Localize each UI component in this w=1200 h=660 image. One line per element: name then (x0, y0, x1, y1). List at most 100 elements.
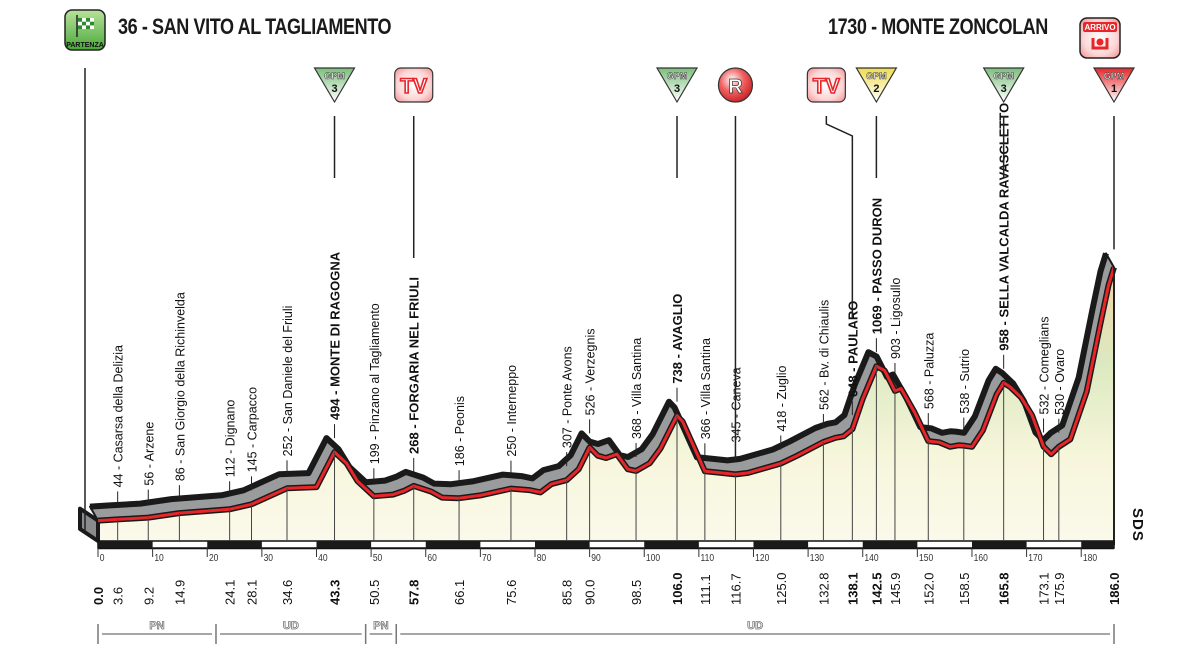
gpm-cat-2-marker[interactable]: GPM 2 (855, 67, 898, 178)
finish-title: 1730 - MONTE ZONCOLAN (828, 14, 1048, 39)
km-tick-label: 100 (646, 552, 660, 563)
km-value: 152.0 (921, 572, 936, 605)
waypoint[interactable]: 562 - Bv. di Chiaulis 132.8 (816, 300, 831, 605)
km-value: 98.5 (629, 580, 644, 605)
waypoint[interactable]: 145 - Carpacco 28.1 (244, 387, 259, 605)
waypoint[interactable]: 345 - Caneva 116.7 (728, 367, 743, 605)
waypoint-label: 538 - Sutrio (958, 349, 972, 414)
gpm-cat-3-marker[interactable]: GPM 3 (313, 67, 356, 178)
ruler-segment (753, 541, 809, 548)
gpm-label: GPM (324, 71, 345, 81)
waypoint-label: 532 - Comeglians (1038, 316, 1052, 414)
watermark-sds: SDS (1129, 508, 1146, 542)
waypoint[interactable]: 532 - Comeglians 173.1 (1037, 316, 1052, 605)
waypoint-label: 250 - Interneppo (505, 365, 519, 457)
waypoint-label: 186 - Peonis (453, 396, 467, 466)
waypoint[interactable]: 648 - PAULARO 138.1 (845, 301, 860, 605)
waypoint[interactable]: 418 - Zuglio 125.0 (774, 365, 789, 605)
waypoint[interactable]: 530 - Ovaro 175.9 (1052, 349, 1067, 605)
tv-marker[interactable]: TV (394, 67, 434, 258)
waypoint[interactable]: 250 - Interneppo 75.6 (504, 365, 519, 605)
waypoint-label: 1069 - PASSO DURON (869, 198, 884, 334)
gpm-cat-3-marker[interactable]: GPM 3 (655, 67, 699, 178)
waypoint[interactable]: 368 - Villa Santina 98.5 (629, 338, 644, 605)
waypoint[interactable]: 56 - Arzene 9.2 (141, 422, 156, 605)
province-label: UD (747, 620, 763, 632)
ruler-segment (207, 541, 262, 548)
km-tick-label: 120 (755, 552, 769, 563)
ruler-segment (862, 541, 918, 548)
province-label: PN (149, 620, 164, 632)
waypoint[interactable]: 252 - San Daniele del Friuli 34.6 (280, 306, 295, 605)
gpm-label: GPM (866, 71, 887, 81)
waypoint[interactable]: 268 - FORGARIA NEL FRIULI 57.8 (407, 277, 422, 605)
waypoint[interactable]: 199 - Pinzano al Tagliamento 50.5 (367, 303, 382, 605)
km-value: 132.8 (816, 572, 831, 605)
waypoint[interactable]: 1069 - PASSO DURON 142.5 (869, 198, 884, 605)
waypoint[interactable]: 568 - Paluzza 152.0 (921, 333, 936, 605)
gpm-triangle-icon (855, 67, 898, 104)
waypoint[interactable]: 903 - Ligosullo 145.9 (888, 278, 903, 605)
province-label: UD (283, 620, 299, 632)
waypoint-label: 145 - Carpacco (245, 387, 259, 473)
km-value: 85.8 (560, 580, 575, 605)
arrivo-head-icon (1096, 38, 1104, 46)
waypoint-label: 494 - MONTE DI RAGOGNA (328, 251, 343, 420)
waypoint[interactable]: 526 - Verzegnis 90.0 (583, 329, 598, 605)
gpm-cat-1-marker[interactable]: GPM 1 (1092, 67, 1136, 250)
start-partenza-badge[interactable]: PARTENZA (64, 9, 106, 51)
km-tick-label: 140 (864, 552, 878, 563)
waypoint[interactable]: 307 - Ponte Avons 85.8 (560, 346, 575, 605)
km-tick-label: 60 (427, 552, 436, 563)
waypoint-label: 903 - Ligosullo (889, 278, 903, 359)
refuel-r-icon (717, 67, 754, 103)
arrivo-arms-icon (1091, 38, 1109, 50)
ruler-segment (971, 541, 1027, 548)
km-value: 111.1 (698, 574, 713, 605)
waypoint[interactable]: 494 - MONTE DI RAGOGNA 43.3 (328, 251, 343, 605)
finish-arrivo-badge[interactable]: ARRIVO (1079, 17, 1121, 59)
waypoint[interactable]: 0.0 (91, 587, 106, 605)
waypoint[interactable]: 958 - SELLA VALCALDA RAVASCLETTO 165.8 (997, 103, 1012, 605)
km-value: 50.5 (367, 580, 382, 605)
waypoint[interactable]: 186.0 (1107, 572, 1122, 605)
waypoint[interactable]: 44 - Casarsa della Delizia 3.6 (111, 345, 126, 605)
waypoint[interactable]: 86 - San Giorgio della Richinvelda 14.9 (172, 292, 187, 605)
gpm-category: 1 (1111, 83, 1117, 95)
km-tick-label: 70 (482, 552, 491, 563)
waypoint[interactable]: 186 - Peonis 66.1 (452, 396, 467, 605)
markers: GPM 3 TV GPM 3 R TV GPM 2 GPM 3 GPM 1 (313, 67, 1136, 460)
waypoint-label: 368 - Villa Santina (630, 338, 644, 439)
gpm-cat-3-marker[interactable]: GPM 3 (982, 67, 1025, 178)
waypoint-label: 648 - PAULARO (845, 301, 860, 398)
waypoint[interactable]: 738 - AVAGLIO 106.0 (670, 294, 685, 605)
gpm-label: GPM (993, 71, 1014, 81)
waypoint[interactable]: 112 - Dignano 24.1 (223, 400, 238, 605)
gpm-triangle-icon (982, 67, 1025, 104)
waypoint[interactable]: 538 - Sutrio 158.5 (957, 349, 972, 605)
gpm-category: 2 (873, 83, 879, 95)
km-tick-label: 180 (1083, 552, 1097, 563)
km-value: 43.3 (328, 580, 343, 605)
arrivo-label: ARRIVO (1084, 23, 1115, 32)
km-value: 28.1 (244, 580, 259, 605)
waypoint[interactable]: 366 - Villa Santina 111.1 (698, 338, 713, 605)
gpm-triangle-icon (1092, 67, 1136, 104)
gpm-label: GPM (667, 71, 688, 81)
km-value: 24.1 (223, 580, 238, 605)
waypoint-label: 252 - San Daniele del Friuli (281, 306, 295, 457)
waypoints: 0.0 44 - Casarsa della Delizia 3.6 56 - Arz… (91, 103, 1122, 605)
tv-marker[interactable]: TV (806, 67, 854, 318)
km-value: 173.1 (1037, 572, 1052, 605)
flag-square (78, 25, 82, 30)
waypoint-label: 86 - San Giorgio della Richinvelda (173, 292, 187, 481)
km-value: 14.9 (172, 580, 187, 605)
km-tick-label: 40 (318, 552, 327, 563)
waypoint-label: 526 - Verzegnis (584, 329, 598, 416)
gpm-category: 3 (674, 83, 680, 95)
refuel-marker[interactable]: R (717, 67, 754, 460)
gpm-category: 3 (1001, 83, 1007, 95)
flag-square (86, 25, 90, 30)
waypoint-label: 418 - Zuglio (775, 365, 789, 431)
km-value: 138.1 (845, 572, 860, 605)
